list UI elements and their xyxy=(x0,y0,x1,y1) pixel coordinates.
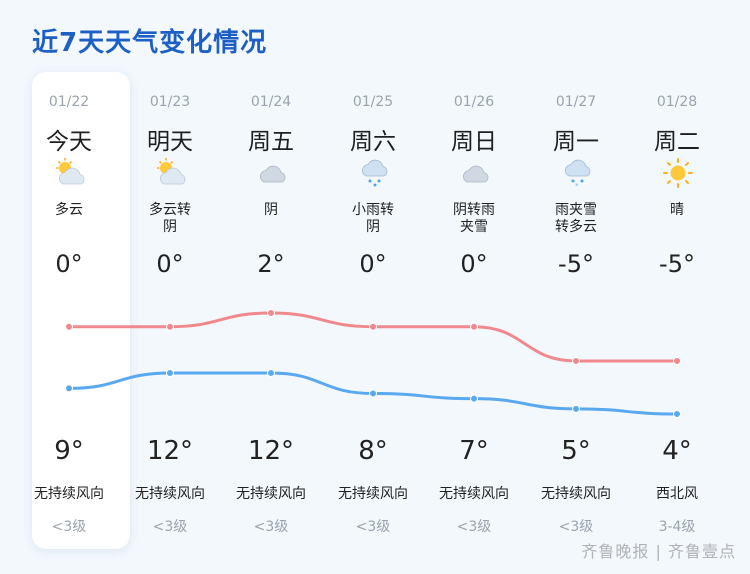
light-rain-icon xyxy=(362,159,388,187)
weather-desc: 阴转雨 夹雪 xyxy=(453,202,495,235)
high-temp: -5° xyxy=(659,250,695,278)
day-date: 01/28 xyxy=(656,94,698,110)
sleet-icon: * xyxy=(565,159,591,188)
partly-cloudy-icon xyxy=(157,158,186,185)
high-temp: 0° xyxy=(359,250,387,278)
high-temp-point-1 xyxy=(65,322,73,331)
low-temp-point-7 xyxy=(673,410,681,418)
low-temp: 12° xyxy=(146,436,194,466)
weather-desc: 雨夹雪 转多云 xyxy=(555,202,597,235)
wind-direction: 无持续风向 xyxy=(439,486,509,502)
day-name: 周六 xyxy=(350,129,396,155)
wind-level: 3-4级 xyxy=(658,519,696,535)
forecast-day-2: 01/23 明天多云转 阴 0° 12° 无持续风向 <3级 xyxy=(120,72,220,549)
overcast-icon xyxy=(463,165,489,183)
day-date: 01/26 xyxy=(453,94,495,110)
forecast-day-3: 01/24 周五阴 2° 12° 无持续风向 <3级 xyxy=(221,72,321,549)
wind-direction: 无持续风向 xyxy=(34,486,104,502)
high-temp: 0° xyxy=(460,250,488,278)
day-name: 周二 xyxy=(654,129,700,155)
forecast-day-6: 01/27 周一 * 雨夹雪 转多云 -5° 5° 无持续风向 <3级 xyxy=(526,72,626,549)
weather-desc: 小雨转 阴 xyxy=(352,202,394,235)
low-temp: 8° xyxy=(358,436,388,466)
day-name: 周日 xyxy=(451,129,497,155)
high-temp: 2° xyxy=(257,250,285,278)
wind-direction: 西北风 xyxy=(656,486,698,502)
low-temp-point-1 xyxy=(65,384,73,393)
forecast-day-5: 01/26 周日阴转雨 夹雪 0° 7° 无持续风向 <3级 xyxy=(424,72,524,549)
wind-level: <3级 xyxy=(456,519,492,535)
weather-desc: 晴 xyxy=(670,202,684,218)
day-name: 周一 xyxy=(553,129,599,155)
partly-cloudy-icon xyxy=(56,158,85,185)
wind-level: <3级 xyxy=(558,519,594,535)
high-temp-point-2 xyxy=(166,322,174,331)
watermark: 齐鲁晚报 | 齐鲁壹点 xyxy=(581,542,736,561)
low-temp-point-5 xyxy=(470,394,478,403)
wind-level: <3级 xyxy=(355,519,391,535)
high-temp-point-4 xyxy=(369,322,377,331)
high-temp: -5° xyxy=(558,250,594,278)
wind-direction: 无持续风向 xyxy=(541,486,611,502)
high-temp-line xyxy=(69,311,677,363)
forecast-day-4: 01/25 周六小雨转 阴 0° 8° 无持续风向 <3级 xyxy=(323,72,423,549)
weather-desc: 多云 xyxy=(55,202,83,218)
low-temp: 4° xyxy=(662,436,692,466)
high-temp-point-6 xyxy=(572,357,580,365)
wind-level: <3级 xyxy=(253,519,289,535)
svg-text:*: * xyxy=(575,182,579,188)
sunny-icon xyxy=(663,158,693,188)
low-temp: 12° xyxy=(247,436,295,466)
wind-level: <3级 xyxy=(152,519,188,535)
high-temp: 0° xyxy=(156,250,184,278)
high-temp: 0° xyxy=(55,250,83,278)
day-name: 周五 xyxy=(248,129,294,155)
low-temp: 9° xyxy=(54,436,84,466)
forecast-day-1: 01/22 今天多云 0° 9° 无持续风向 <3级 xyxy=(19,72,119,549)
temperature-trend-chart xyxy=(65,309,681,418)
day-date: 01/22 xyxy=(48,94,90,110)
day-name: 明天 xyxy=(147,129,193,155)
today-highlight-card xyxy=(32,72,130,549)
low-temp-point-2 xyxy=(166,369,174,377)
wind-direction: 无持续风向 xyxy=(338,486,408,502)
weather-desc: 多云转 阴 xyxy=(149,202,191,235)
wind-direction: 无持续风向 xyxy=(135,486,205,502)
overcast-icon xyxy=(260,165,286,183)
day-date: 01/25 xyxy=(352,94,394,110)
day-name: 今天 xyxy=(46,129,92,155)
high-temp-point-5 xyxy=(470,322,478,331)
low-temp-point-3 xyxy=(267,369,275,377)
forecast-day-7: 01/28 周二晴 -5° 4° 西北风 3-4级 xyxy=(627,72,727,549)
low-temp-point-6 xyxy=(572,404,580,413)
day-date: 01/24 xyxy=(250,94,292,110)
high-temp-point-7 xyxy=(673,357,681,365)
low-temp-point-4 xyxy=(369,389,377,398)
high-temp-point-3 xyxy=(267,309,275,317)
day-date: 01/23 xyxy=(149,94,191,110)
day-date: 01/27 xyxy=(555,94,597,110)
page-title: 近7天天气变化情况 xyxy=(32,28,268,58)
low-temp: 5° xyxy=(561,436,591,466)
wind-level: <3级 xyxy=(51,519,87,535)
weather-desc: 阴 xyxy=(264,202,278,218)
low-temp: 7° xyxy=(459,436,489,466)
wind-direction: 无持续风向 xyxy=(236,486,306,502)
